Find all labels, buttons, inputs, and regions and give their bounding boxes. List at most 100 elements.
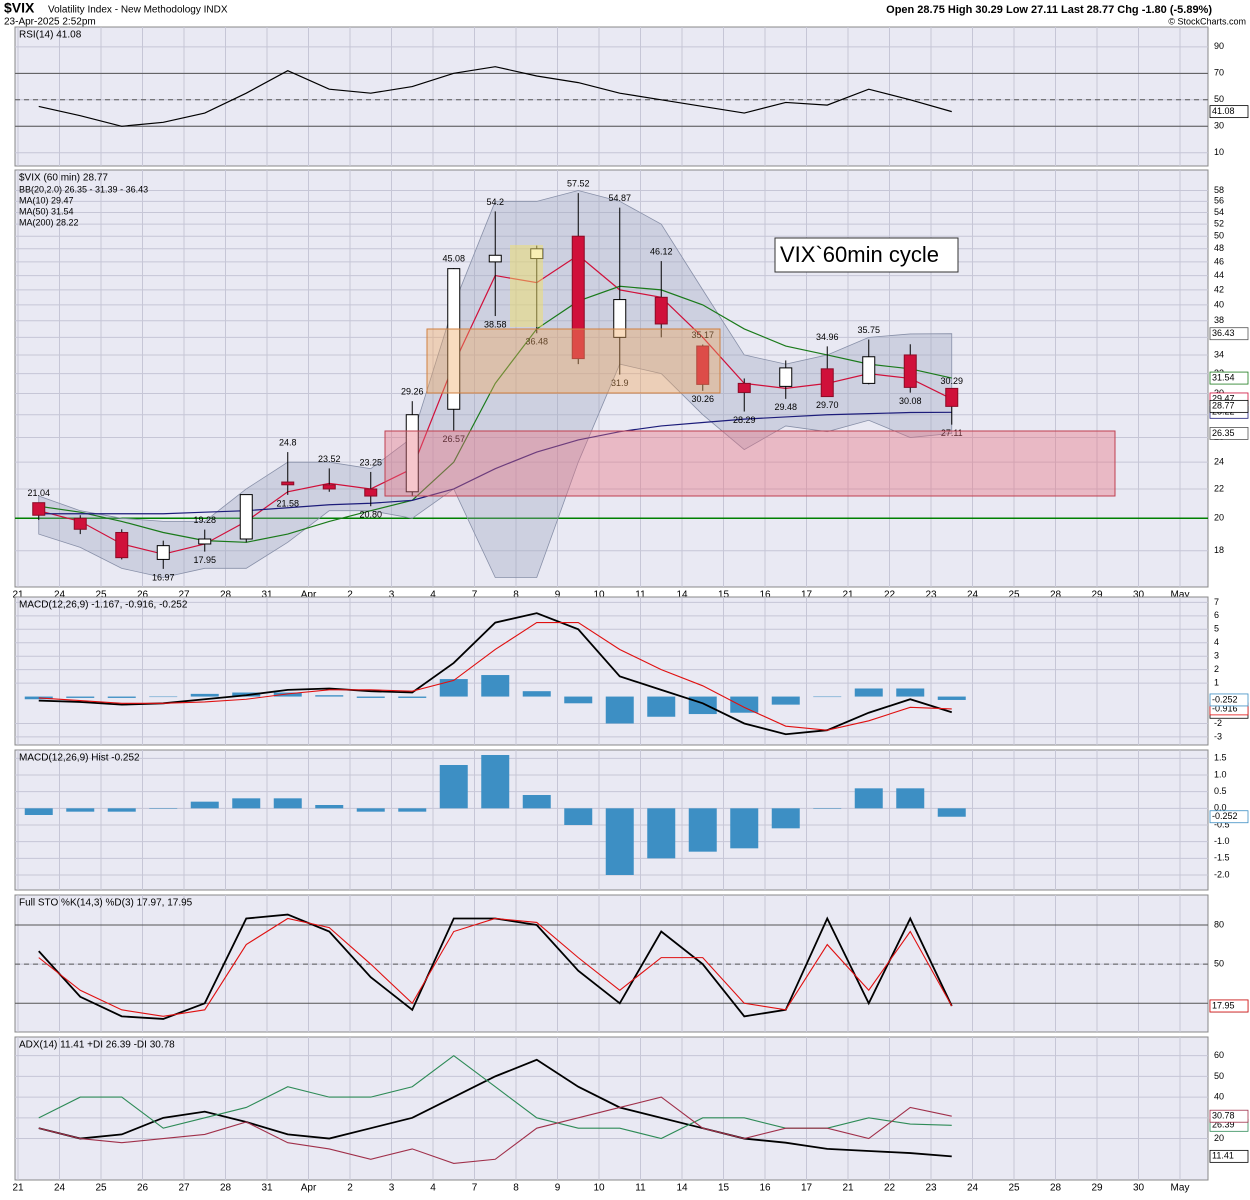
candle-body — [405, 414, 419, 493]
x-tick-label: 16 — [759, 1183, 771, 1194]
y-tick-label: 7 — [1214, 597, 1219, 607]
y-tick-label: -1.5 — [1214, 853, 1230, 863]
histogram-bar — [605, 808, 634, 875]
histogram-bar — [647, 696, 676, 717]
y-tick-label: -2.0 — [1214, 869, 1230, 879]
candle-body — [654, 296, 668, 325]
y-tick-label: 40 — [1214, 1091, 1224, 1101]
y-tick-label: -2 — [1214, 718, 1222, 728]
histogram-bar — [647, 808, 676, 859]
histogram-bar — [439, 679, 468, 697]
y-tick-label: 0.5 — [1214, 786, 1227, 796]
x-tick-label: 22 — [884, 1183, 896, 1194]
y-tick-label: -1.0 — [1214, 836, 1230, 846]
panel-frame — [14, 26, 1209, 167]
candle-body — [364, 488, 378, 497]
candle-body — [32, 502, 46, 516]
price-label: 34.96 — [816, 332, 839, 342]
candle-body — [198, 538, 212, 545]
panel-frame — [14, 1036, 1209, 1181]
zone-yellow — [510, 245, 543, 327]
x-tick-label: 3 — [389, 1183, 395, 1194]
panel-title: $VIX (60 min) 28.77 — [19, 173, 108, 184]
x-tick-label: 11 — [635, 1183, 646, 1194]
y-tick-label: -3 — [1214, 731, 1222, 741]
quote: Open 28.75 High 30.29 Low 27.11 Last 28.… — [886, 4, 1212, 16]
histogram-bar — [522, 691, 551, 697]
x-tick-label: 25 — [95, 590, 107, 601]
x-tick-label: 27 — [178, 590, 190, 601]
price-label: 38.58 — [484, 319, 507, 329]
histogram-bar — [315, 695, 344, 697]
value-tag — [1209, 810, 1249, 824]
candle-body — [820, 368, 834, 398]
y-tick-label: 30 — [1214, 121, 1224, 131]
value-tag — [1209, 105, 1249, 119]
x-tick-label: 26 — [137, 590, 149, 601]
histogram-bar — [273, 692, 302, 697]
panel-frame — [14, 169, 1209, 588]
y-tick-label: -0.5 — [1214, 819, 1230, 829]
y-tick-label: 70 — [1214, 68, 1224, 78]
price-label: 35.17 — [691, 330, 714, 340]
histogram-bar — [564, 808, 593, 825]
y-tick-label: 20 — [1214, 513, 1224, 523]
x-tick-label: 10 — [593, 1183, 605, 1194]
x-tick-label: 14 — [676, 590, 688, 601]
y-tick-label: 54 — [1214, 207, 1224, 217]
histogram-bar — [481, 755, 510, 809]
candle-body — [115, 531, 129, 559]
histogram-bar — [232, 798, 261, 809]
histogram-bar — [398, 808, 427, 812]
candle-body — [322, 484, 336, 490]
price-label: 54.87 — [608, 193, 631, 203]
value-tag-label: 28.77 — [1212, 401, 1235, 411]
series-line — [38, 622, 952, 731]
y-tick-label: 1 — [1214, 677, 1219, 687]
histogram-bar — [937, 808, 966, 817]
value-tag — [1209, 399, 1249, 413]
y-tick-label: 34 — [1214, 349, 1224, 359]
price-label: 20.80 — [359, 510, 382, 520]
histogram-bar — [896, 788, 925, 809]
x-tick-label: 24 — [54, 590, 66, 601]
price-label: 28.29 — [733, 415, 756, 425]
histogram-bar — [854, 788, 883, 809]
y-tick-label: 60 — [1214, 1050, 1224, 1060]
x-tick-label: 26 — [137, 1183, 149, 1194]
histogram-bar — [149, 808, 178, 809]
x-tick-label: 30 — [1133, 590, 1145, 601]
price-label: 23.25 — [359, 457, 382, 467]
y-tick-label: 50 — [1214, 959, 1224, 969]
x-tick-label: 23 — [925, 590, 937, 601]
histogram-bar — [937, 696, 966, 700]
value-tag-label: 26.35 — [1212, 428, 1235, 438]
price-label: 36.48 — [525, 337, 548, 347]
x-tick-label: 16 — [759, 590, 771, 601]
price-label: 19.28 — [193, 515, 216, 525]
histogram-bar — [356, 696, 385, 698]
x-tick-label: 9 — [555, 1183, 561, 1194]
x-tick-label: May — [1171, 1183, 1190, 1194]
value-tag-label: 41.08 — [1212, 106, 1235, 116]
zone-orange — [426, 328, 721, 394]
candle-body — [613, 299, 627, 338]
histogram-bar — [813, 808, 842, 809]
price-label: 21.04 — [27, 488, 50, 498]
y-tick-label: 56 — [1214, 196, 1224, 206]
x-tick-label: 21 — [12, 590, 24, 601]
x-tick-label: 23 — [925, 1183, 937, 1194]
x-tick-label: 4 — [430, 1183, 436, 1194]
x-tick-label: 3 — [389, 590, 395, 601]
histogram-bar — [771, 808, 800, 829]
x-tick-label: 11 — [635, 590, 646, 601]
x-tick-label: 9 — [555, 590, 561, 601]
value-tag-label: 36.43 — [1212, 328, 1235, 338]
x-tick-label: 24 — [967, 590, 979, 601]
y-tick-label: 44 — [1214, 270, 1224, 280]
band-legend: BB(20,2.0) 26.35 - 31.39 - 36.43 — [19, 184, 148, 194]
y-tick-label: 10 — [1214, 147, 1224, 157]
candle-body — [737, 382, 751, 393]
y-tick-label: 40 — [1214, 299, 1224, 309]
candle-body — [488, 254, 502, 263]
